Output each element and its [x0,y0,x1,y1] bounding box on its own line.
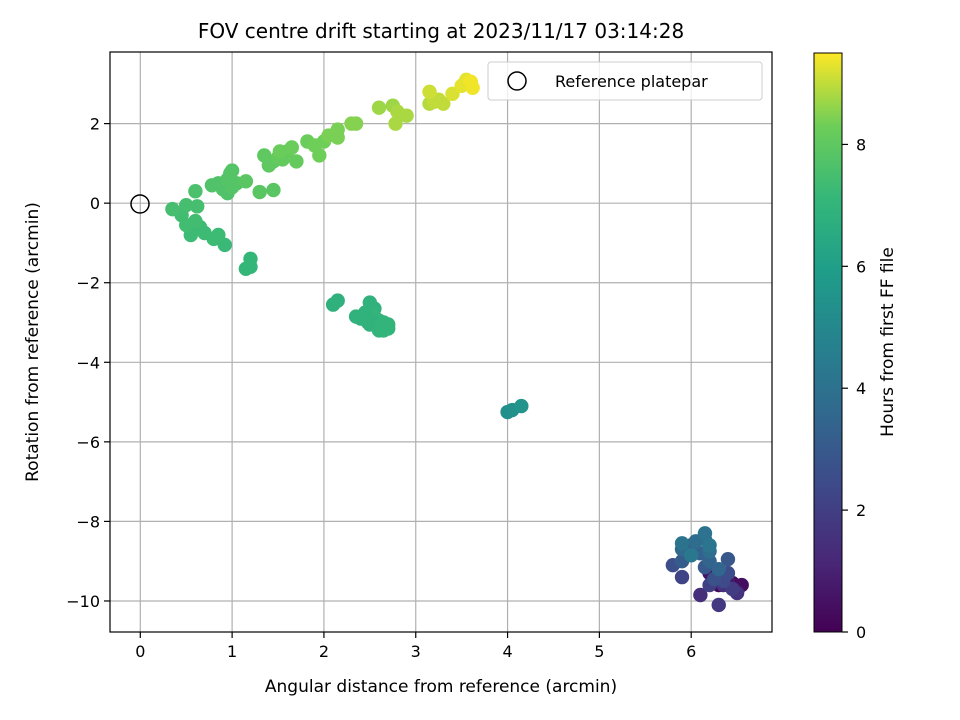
colorbar-tick-label: 6 [856,257,866,276]
axis-ticks: 0 1 2 3 4 5 6 −10 −8 −6 −4 −2 0 2 [66,115,696,661]
legend-box [487,61,763,101]
colorbar-ticks: 0 2 4 6 8 [842,135,866,642]
data-point [674,536,690,551]
colorbar-tick-label: 2 [856,501,866,520]
data-point [702,538,717,553]
colorbar-tick-label: 4 [856,379,866,398]
colorbar-tick-label: 0 [856,623,866,642]
x-tick-label: 2 [319,642,329,661]
data-point [684,548,699,563]
colorbar-label: Hours from first FF file [878,247,898,437]
scatter-points [165,72,749,613]
data-point [243,251,258,267]
data-point [165,201,180,217]
data-point [514,398,529,414]
data-point [238,174,254,189]
colorbar-gradient [813,52,843,633]
data-point [674,569,690,585]
data-point [312,148,327,163]
y-tick-label: 0 [90,194,100,213]
data-point [360,315,376,330]
data-point [348,116,364,131]
data-point [330,122,345,137]
chart-title: FOV centre drift starting at 2023/11/17 … [198,19,684,43]
x-tick-label: 5 [594,642,604,661]
data-point [330,293,345,308]
data-point [188,184,203,199]
data-point [436,96,451,111]
x-tick-label: 6 [686,642,696,661]
y-tick-label: −2 [76,274,100,293]
data-point [190,199,205,214]
data-point [252,184,267,200]
data-point [179,197,194,213]
y-tick-label: −4 [76,353,100,372]
data-point [284,140,299,155]
plot-frame [109,51,773,633]
y-tick-label: −10 [66,592,100,611]
data-point [272,144,288,159]
data-point [348,309,364,324]
data-point [711,561,726,577]
legend-label: Reference platepar [555,72,708,91]
data-point [211,227,226,243]
data-point [224,163,240,178]
x-tick-label: 4 [502,642,512,661]
y-axis-label: Rotation from reference (arcmin) [23,202,43,482]
x-tick-label: 0 [135,642,145,661]
grid [110,52,772,632]
data-point [463,74,479,90]
data-point [399,108,414,123]
data-point [720,552,736,567]
reference-marker [130,194,150,214]
data-point [371,100,387,115]
legend: Reference platepar [487,61,763,101]
x-tick-label: 3 [411,642,421,661]
data-point [266,182,281,198]
colorbar: 0 2 4 6 8 Hours from first FF file [813,52,898,642]
data-point [373,318,389,333]
x-tick-label: 1 [227,642,237,661]
data-point [188,213,203,229]
x-axis-label: Angular distance from reference (arcmin) [265,677,617,697]
colorbar-tick-label: 8 [856,135,866,154]
y-tick-label: 2 [90,115,100,134]
data-point [422,84,437,99]
y-tick-label: −6 [76,433,100,452]
y-tick-label: −8 [76,512,100,531]
data-point [388,116,403,131]
data-point [697,526,713,541]
data-point [693,587,708,603]
data-point [711,597,726,613]
legend-marker-icon [507,71,527,91]
data-point [289,154,304,169]
